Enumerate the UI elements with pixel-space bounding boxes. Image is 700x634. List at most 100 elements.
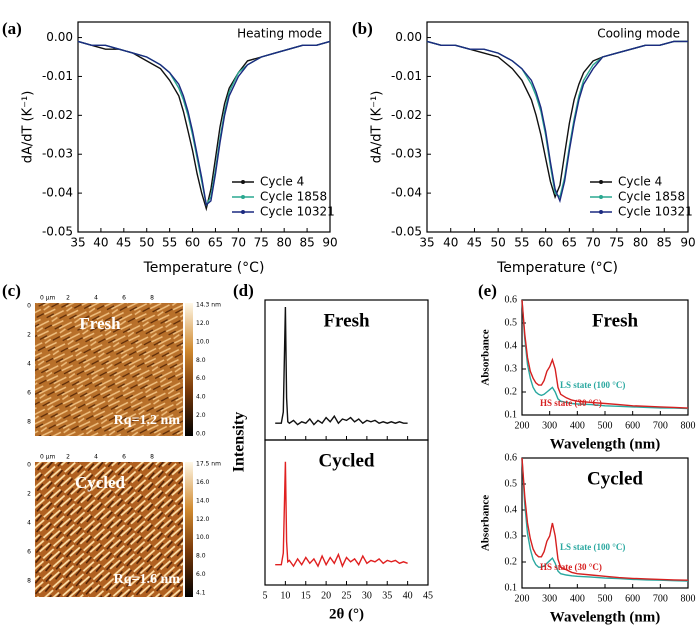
x-tick-label: 5 xyxy=(263,590,268,601)
series-label: HS state (30 °C) xyxy=(540,398,602,408)
x-tick-label: 75 xyxy=(609,236,624,250)
y-tick-label: -0.02 xyxy=(42,108,73,122)
chart-title: Fresh xyxy=(323,310,370,331)
legend-marker xyxy=(599,195,603,199)
y-tick-label: 0.00 xyxy=(395,30,422,44)
colorbar-tick: 4.0 xyxy=(196,394,206,401)
afm-axis-tick: 0 µm xyxy=(40,454,56,461)
annotation: Cooling mode xyxy=(597,27,680,41)
y-tick-label: 0.5 xyxy=(505,478,518,489)
x-tick-label: 40 xyxy=(93,236,108,250)
x-tick-label: 55 xyxy=(162,236,177,250)
legend-marker xyxy=(599,210,603,214)
afm-axis-tick: 6 xyxy=(122,295,126,302)
afm-axis-tick: 4 xyxy=(27,361,31,368)
colorbar-tick: 4.1 xyxy=(196,590,206,597)
x-axis-label: Wavelength (nm) xyxy=(550,609,660,625)
colorbar-tick: 0.0 xyxy=(196,431,206,438)
y-tick-label: 0.00 xyxy=(46,30,73,44)
x-tick-label: 40 xyxy=(443,236,458,250)
chart-title: Cycled xyxy=(319,450,375,471)
y-axis-label: dA/dT (K⁻¹) xyxy=(370,91,385,164)
x-tick-label: 35 xyxy=(70,236,85,250)
chart-title: Cycled xyxy=(587,468,643,489)
chart-title: Fresh xyxy=(592,310,639,331)
afm-axis-tick: 4 xyxy=(27,520,31,527)
x-axis-label: Temperature (°C) xyxy=(496,260,618,276)
x-tick-label: 35 xyxy=(419,236,434,250)
afm-axis-tick: 0 µm xyxy=(40,295,56,302)
x-axis-label: 2θ (°) xyxy=(329,606,364,622)
chart: Intensity (d) Fresh xyxy=(231,281,429,472)
afm-axis-tick: 0 xyxy=(27,462,31,469)
x-tick-label: 25 xyxy=(342,590,352,601)
data-line xyxy=(521,299,689,410)
x-tick-label: 40 xyxy=(403,590,413,601)
afm-image xyxy=(35,303,183,436)
afm-axis-tick: 2 xyxy=(66,295,70,302)
colorbar-tick: 12.0 xyxy=(196,320,210,327)
panel-label: (b) xyxy=(352,19,373,38)
legend-marker xyxy=(241,180,245,184)
x-tick-label: 600 xyxy=(625,593,640,604)
legend-label: Cycle 4 xyxy=(260,175,304,189)
colorbar-tick: 12.0 xyxy=(196,516,210,523)
x-tick-label: 400 xyxy=(570,420,585,431)
x-tick-label: 45 xyxy=(116,236,131,250)
colorbar-tick: 8.0 xyxy=(196,553,206,560)
x-tick-label: 65 xyxy=(562,236,577,250)
x-axis-label: Temperature (°C) xyxy=(143,260,265,276)
x-tick-label: 50 xyxy=(491,236,506,250)
afm-image xyxy=(35,462,183,597)
chart: 5 10 15 20 25 30 35 40 45 2θ (°) Cycled xyxy=(263,439,433,622)
x-tick-label: 800 xyxy=(681,593,696,604)
chart: 200 300 400 500 600 700 800 0.1 0.2 0.3 0.4 0.5 0.6 W… xyxy=(478,281,696,453)
afm-axis-tick: 4 xyxy=(94,454,98,461)
afm-axis-tick: 8 xyxy=(150,454,154,461)
x-tick-label: 600 xyxy=(625,420,640,431)
series-label: LS state (100 °C) xyxy=(560,542,625,552)
x-tick-label: 50 xyxy=(139,236,154,250)
x-tick-label: 85 xyxy=(299,236,314,250)
afm-axis-tick: 8 xyxy=(27,578,31,585)
x-tick-label: 500 xyxy=(598,420,613,431)
x-tick-label: 30 xyxy=(362,590,372,601)
y-tick-label: -0.05 xyxy=(42,225,73,239)
x-tick-label: 35 xyxy=(382,590,392,601)
x-tick-label: 300 xyxy=(542,593,557,604)
legend-label: Cycle 10321 xyxy=(618,205,693,219)
plot-frame xyxy=(77,21,331,233)
legend-marker xyxy=(241,195,245,199)
colorbar-tick: 14.3 nm xyxy=(196,302,221,309)
y-axis-label: Absorbance xyxy=(480,329,492,385)
afm-label: Fresh xyxy=(79,314,121,333)
x-tick-label: 75 xyxy=(254,236,269,250)
x-tick-label: 70 xyxy=(585,236,600,250)
chart: 200 300 400 500 600 700 800 0.1 0.2 0.3 0.4 0.5 0.6 W… xyxy=(480,452,696,625)
colorbar-tick: 16.0 xyxy=(196,479,210,486)
y-tick-label: 0.2 xyxy=(505,386,518,397)
colorbar-tick: 17.5 nm xyxy=(196,461,221,468)
legend-marker xyxy=(241,210,245,214)
colorbar-tick: 6.0 xyxy=(196,375,206,382)
afm-axis-tick: 6 xyxy=(27,390,31,397)
y-tick-label: 0.3 xyxy=(505,530,518,541)
chart: 35 40 45 50 55 60 65 70 75 80 85 90 -0.05 -0.04 -0.03 -… xyxy=(2,19,338,276)
data-line xyxy=(275,461,408,568)
y-tick-label: 0.2 xyxy=(505,556,518,567)
y-axis-label: Absorbance xyxy=(480,495,492,551)
colorbar-tick: 6.0 xyxy=(196,571,206,578)
x-tick-label: 45 xyxy=(467,236,482,250)
y-tick-label: 0.1 xyxy=(505,409,518,420)
x-tick-label: 200 xyxy=(515,420,530,431)
legend-label: Cycle 10321 xyxy=(260,205,335,219)
y-tick-label: 0.6 xyxy=(505,452,518,463)
x-tick-label: 60 xyxy=(185,236,200,250)
x-tick-label: 800 xyxy=(681,420,696,431)
x-tick-label: 70 xyxy=(231,236,246,250)
colorbar-tick: 2.0 xyxy=(196,412,206,419)
afm-label: Cycled xyxy=(75,473,126,492)
afm-axis-tick: 8 xyxy=(150,295,154,302)
x-axis-label: Wavelength (nm) xyxy=(550,436,660,452)
